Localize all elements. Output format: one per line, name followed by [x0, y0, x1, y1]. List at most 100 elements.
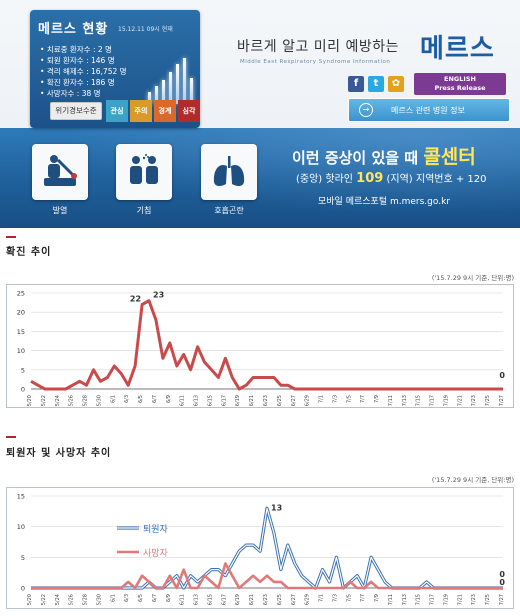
x-tick-label: 6/23 [263, 594, 269, 605]
section-title-confirmed: 확진 추이 [6, 247, 52, 258]
y-tick-label: 0 [21, 386, 25, 394]
hotline-number[interactable]: 109 [356, 171, 384, 186]
x-tick-label: 6/1 [110, 395, 116, 403]
bar-graph-icon [146, 54, 194, 104]
x-tick-label: 7/5 [346, 594, 352, 602]
y-tick-label: 25 [17, 290, 25, 298]
alert-level-alert[interactable]: 경계 [154, 100, 176, 122]
section-note-confirmed: ('15.7.29 9시 기준, 단위:명) [431, 274, 514, 282]
x-tick-label: 7/11 [388, 594, 394, 605]
symptom-dyspnea-card[interactable] [201, 144, 257, 200]
x-tick-label: 6/29 [305, 594, 311, 605]
alert-level-serious[interactable]: 심각 [178, 100, 200, 122]
x-tick-label: 6/13 [194, 594, 200, 605]
x-tick-label: 6/11 [180, 395, 186, 406]
x-tick-label: 5/22 [41, 594, 47, 605]
mers-logo[interactable]: 메르스 [420, 34, 495, 64]
arrow-right-icon: → [359, 103, 373, 117]
english-button-line1: ENGLISH [444, 75, 476, 83]
status-item: 퇴원 환자수 : 146 명 [40, 55, 127, 66]
facebook-icon[interactable]: f [348, 76, 364, 92]
status-item: 격리 해제수 : 16,752 명 [40, 66, 127, 77]
portal-url[interactable]: m.mers.go.kr [389, 197, 451, 207]
x-tick-label: 6/17 [221, 594, 227, 605]
data-label: 0 [499, 371, 505, 380]
status-date: 15.12.11 09시 현재 [118, 26, 173, 33]
hospital-info-button[interactable]: → 메르스 관련 병원 정보 [348, 98, 510, 122]
status-title: 메르스 현황 [38, 22, 109, 37]
x-tick-label: 7/7 [360, 594, 366, 602]
series-line [30, 299, 503, 391]
confirmed-chart-box: 0 5 10 15 20 25 5/20 5/22 5/24 5/26 5/28 5/30 6/1 6/3… [6, 284, 514, 408]
x-tick-label: 6/23 [263, 395, 269, 406]
x-tick-label: 7/13 [402, 594, 408, 605]
mers-banner: 메르스 현황 15.12.11 09시 현재 치료중 환자수 : 2 명 퇴원 … [0, 0, 520, 228]
callcenter-heading: 이런 증상이 있을 때 콜센터 [292, 142, 476, 169]
symptom-dyspnea-label: 호흡곤란 [214, 206, 244, 215]
x-tick-label: 5/20 [27, 395, 33, 406]
english-press-release-button[interactable]: ENGLISH Press Release [414, 73, 506, 95]
alert-level-label: 위기경보수준 [50, 102, 102, 120]
y-tick-label: 5 [21, 554, 25, 562]
x-tick-label: 7/21 [457, 395, 463, 406]
x-tick-label: 6/25 [277, 395, 283, 406]
x-tick-label: 7/9 [374, 395, 380, 403]
status-item: 치료중 환자수 : 2 명 [40, 44, 127, 55]
x-tick-label: 5/26 [69, 594, 75, 605]
x-tick-label: 7/1 [319, 594, 325, 602]
mobile-portal: 모바일 메르스포털 m.mers.go.kr [318, 194, 450, 207]
x-tick-label: 6/5 [138, 594, 144, 602]
x-tick-label: 6/19 [235, 395, 241, 406]
x-tick-label: 6/15 [207, 594, 213, 605]
x-tick-label: 5/20 [27, 594, 33, 605]
blog-icon[interactable]: ✿ [388, 76, 404, 92]
hotline-info: (중앙) 핫라인 109 (지역) 지역번호 + 120 [296, 170, 487, 186]
x-tick-label: 7/3 [332, 594, 338, 602]
data-label: 22 [130, 295, 141, 304]
x-tick-label: 7/19 [443, 395, 449, 406]
x-tick-label: 7/19 [443, 594, 449, 605]
y-tick-label: 10 [17, 523, 25, 531]
x-tick-label: 7/1 [319, 395, 325, 403]
x-tick-label: 7/3 [332, 395, 338, 403]
status-item: 사망자수 : 38 명 [40, 88, 127, 99]
y-tick-label: 20 [17, 309, 25, 317]
y-tick-label: 5 [21, 366, 25, 374]
slogan: 바르게 알고 미리 예방하는 [237, 39, 400, 55]
cough-icon [130, 154, 158, 184]
x-tick-label: 6/15 [207, 395, 213, 406]
confirmed-cases-chart: 0 5 10 15 20 25 5/20 5/22 5/24 5/26 5/28 5/30 6/1 6/3… [17, 290, 506, 407]
alert-level-caution[interactable]: 주의 [130, 100, 152, 122]
twitter-icon[interactable]: t [368, 76, 384, 92]
x-tick-label: 6/27 [291, 395, 297, 406]
x-tick-label: 6/17 [221, 395, 227, 406]
status-item: 확진 환자수 : 186 명 [40, 77, 127, 88]
x-tick-label: 6/3 [124, 594, 130, 602]
data-label: 0 [499, 578, 505, 587]
x-tick-label: 5/24 [55, 395, 61, 406]
x-tick-label: 5/24 [55, 594, 61, 605]
legend-label: 퇴원자 [143, 524, 169, 535]
x-tick-label: 7/17 [430, 594, 436, 605]
callcenter-highlight: 콜센터 [423, 146, 476, 168]
x-tick-label: 6/7 [152, 395, 158, 403]
x-tick-label: 7/5 [346, 395, 352, 403]
hotline-suffix: (지역) 지역번호 + 120 [386, 174, 487, 185]
x-tick-label: 5/28 [83, 594, 89, 605]
status-list: 치료중 환자수 : 2 명 퇴원 환자수 : 146 명 격리 해제수 : 16… [40, 44, 127, 99]
x-tick-label: 7/27 [499, 594, 505, 605]
x-tick-label: 6/19 [235, 594, 241, 605]
x-tick-label: 5/22 [41, 395, 47, 406]
x-tick-label: 7/15 [416, 594, 422, 605]
section-marker [6, 436, 16, 438]
y-tick-label: 15 [17, 328, 25, 336]
symptom-fever-card[interactable] [32, 144, 88, 200]
symptom-cough-card[interactable] [116, 144, 172, 200]
alert-level-interest[interactable]: 관심 [106, 100, 128, 122]
y-tick-label: 0 [21, 585, 25, 593]
x-tick-label: 6/7 [152, 594, 158, 602]
series-line [31, 562, 503, 590]
x-tick-label: 7/25 [485, 594, 491, 605]
x-tick-label: 7/15 [416, 395, 422, 406]
slogan-english: Middle East Respiratory Syndrome Informa… [240, 59, 391, 65]
